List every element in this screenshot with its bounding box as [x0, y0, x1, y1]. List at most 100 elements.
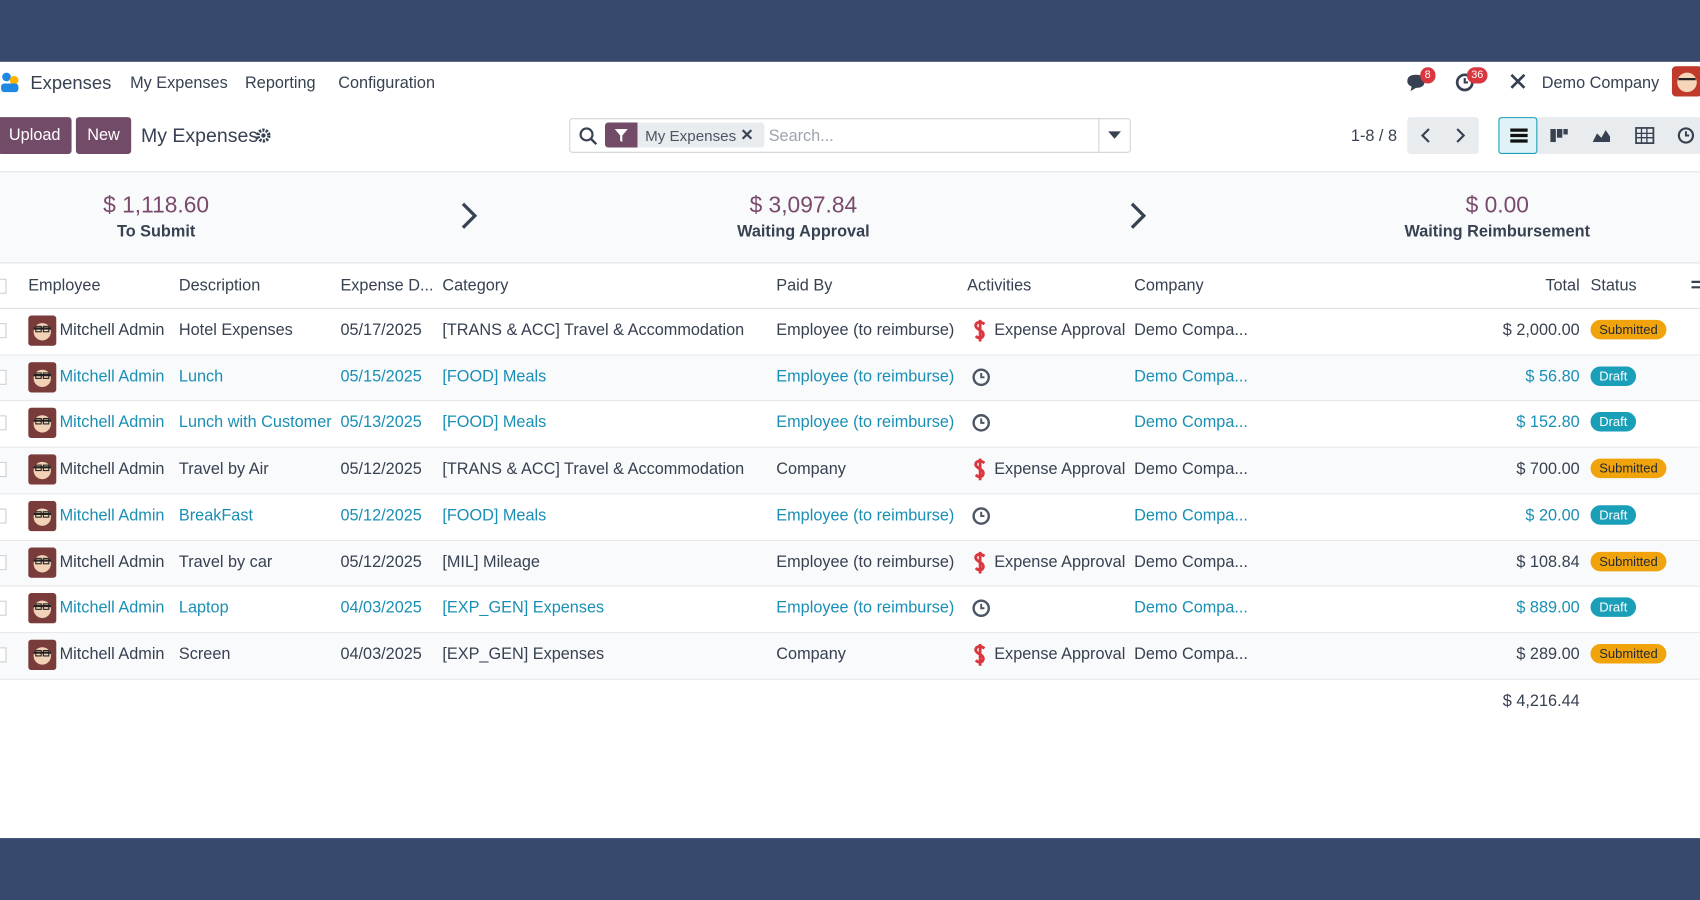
cell-employee[interactable]: Mitchell Admin: [59, 506, 165, 525]
column-header[interactable]: Status: [1590, 276, 1637, 295]
activity[interactable]: Expense Approval: [994, 459, 1126, 479]
activity-icon: [971, 414, 991, 438]
cell-date[interactable]: 04/03/2025: [340, 598, 422, 618]
facet-remove[interactable]: [741, 128, 754, 141]
kanban-view[interactable]: [1548, 127, 1570, 144]
summary-amount[interactable]: $ 1,118.60: [103, 192, 210, 218]
cell-paid-by[interactable]: Company: [776, 459, 846, 479]
column-header[interactable]: Paid By: [776, 276, 833, 295]
cell-category[interactable]: [MIL] Mileage: [442, 552, 540, 571]
cell-category[interactable]: [TRANS & ACC] Travel & Accommodation: [442, 459, 745, 479]
cell-employee[interactable]: Mitchell Admin: [59, 644, 165, 664]
summary-amount[interactable]: $ 3,097.84: [749, 192, 858, 218]
pager-buttons[interactable]: [1407, 117, 1479, 154]
cell-employee[interactable]: Mitchell Admin: [59, 459, 165, 479]
cell-category[interactable]: [TRANS & ACC] Travel & Accommodation: [442, 320, 745, 340]
cell-paid-by[interactable]: Employee (to reimburse): [776, 367, 955, 386]
activity[interactable]: Expense Approval: [994, 644, 1126, 664]
cell-category[interactable]: [FOOD] Meals: [442, 506, 547, 525]
cell-date[interactable]: 05/13/2025: [340, 413, 422, 432]
search-input[interactable]: Search...: [768, 126, 834, 146]
cell-description[interactable]: Laptop: [178, 598, 229, 618]
company-switch[interactable]: Demo Company: [1541, 73, 1660, 93]
search-icon: [579, 127, 598, 146]
column-header[interactable]: Category: [442, 276, 509, 295]
cell-date[interactable]: 05/12/2025: [340, 506, 422, 525]
column-header[interactable]: Activities: [967, 276, 1032, 295]
cell-paid-by[interactable]: Employee (to reimburse): [776, 552, 955, 571]
cell-category[interactable]: [EXP_GEN] Expenses: [442, 598, 605, 618]
activity-view[interactable]: [1676, 126, 1696, 146]
activity-icon: [973, 549, 988, 579]
facet-label: My Expenses: [645, 126, 737, 145]
new-button[interactable]: New: [75, 117, 132, 154]
menu-item[interactable]: Configuration: [338, 73, 436, 93]
cell-description[interactable]: Travel by Air: [178, 459, 269, 479]
cell-description[interactable]: Travel by car: [178, 552, 273, 571]
cell-description[interactable]: Lunch with Customer: [178, 413, 332, 432]
summary-label[interactable]: To Submit: [116, 222, 196, 241]
gear-icon[interactable]: [256, 128, 271, 143]
summary-label[interactable]: Waiting Approval: [737, 222, 870, 241]
cell-date[interactable]: 05/15/2025: [340, 367, 422, 386]
cell-company[interactable]: Demo Compa...: [1134, 367, 1248, 386]
cell-paid-by[interactable]: Employee (to reimburse): [776, 506, 955, 525]
cell-company[interactable]: Demo Compa...: [1134, 598, 1248, 618]
search-box[interactable]: [569, 118, 1131, 153]
cell-date[interactable]: 05/17/2025: [340, 320, 422, 340]
cell-company[interactable]: Demo Compa...: [1134, 506, 1248, 525]
cell-company[interactable]: Demo Compa...: [1134, 320, 1248, 340]
cell-category[interactable]: [EXP_GEN] Expenses: [442, 644, 605, 664]
summary-amount[interactable]: $ 0.00: [1465, 192, 1529, 218]
row-separator: [0, 631, 1700, 634]
column-header[interactable]: Description: [178, 276, 261, 295]
summary-label[interactable]: Waiting Reimbursement: [1404, 222, 1591, 241]
cell-company[interactable]: Demo Compa...: [1134, 644, 1248, 664]
facet: [637, 122, 765, 148]
cell-paid-by[interactable]: Company: [776, 644, 846, 664]
avatar: [28, 500, 57, 536]
cell-description[interactable]: Lunch: [178, 367, 224, 386]
activity[interactable]: Expense Approval: [994, 552, 1126, 571]
activity[interactable]: Expense Approval: [994, 320, 1126, 340]
cell-description[interactable]: BreakFast: [178, 506, 254, 525]
avatar: [28, 639, 57, 675]
app-name[interactable]: Expenses: [30, 72, 112, 94]
column-header[interactable]: Company: [1134, 276, 1204, 295]
user-avatar[interactable]: [1671, 66, 1700, 97]
cell-employee[interactable]: Mitchell Admin: [59, 367, 165, 386]
row-checkbox: [0, 647, 7, 667]
cell-description[interactable]: Screen: [178, 644, 231, 664]
menu-item[interactable]: My Expenses: [130, 73, 228, 93]
cell-date[interactable]: 05/12/2025: [340, 552, 422, 571]
cell-category[interactable]: [FOOD] Meals: [442, 367, 547, 386]
list-view[interactable]: [1498, 117, 1538, 154]
cell-employee[interactable]: Mitchell Admin: [59, 552, 165, 571]
settings-icon[interactable]: [1508, 72, 1528, 92]
graph-view[interactable]: [1591, 127, 1613, 144]
cell-date[interactable]: 04/03/2025: [340, 644, 422, 664]
cell-company[interactable]: Demo Compa...: [1134, 413, 1248, 432]
cell-paid-by[interactable]: Employee (to reimburse): [776, 320, 955, 340]
avatar: [28, 361, 57, 397]
menu-item[interactable]: Reporting: [245, 73, 316, 93]
cell-employee[interactable]: Mitchell Admin: [59, 598, 165, 618]
upload-button[interactable]: Upload: [0, 117, 72, 154]
search-toggle[interactable]: [1108, 131, 1122, 140]
cell-company[interactable]: Demo Compa...: [1134, 459, 1248, 479]
cell-company[interactable]: Demo Compa...: [1134, 552, 1248, 571]
cell-employee[interactable]: Mitchell Admin: [59, 413, 165, 432]
column-header[interactable]: Expense D...: [340, 276, 434, 295]
cell-category[interactable]: [FOOD] Meals: [442, 413, 547, 432]
cell-date[interactable]: 05/12/2025: [340, 459, 422, 479]
cell-paid-by[interactable]: Employee (to reimburse): [776, 598, 955, 618]
status-badge: Draft: [1590, 505, 1637, 525]
cell-employee[interactable]: Mitchell Admin: [59, 320, 165, 340]
cell-description[interactable]: Hotel Expenses: [178, 320, 293, 340]
column-header[interactable]: Employee: [28, 276, 101, 295]
column-header[interactable]: Total: [1545, 276, 1580, 295]
activity-icon: [973, 457, 988, 487]
pivot-view[interactable]: [1634, 126, 1656, 146]
cell-total: $ 108.84: [1516, 552, 1580, 571]
cell-paid-by[interactable]: Employee (to reimburse): [776, 413, 955, 432]
